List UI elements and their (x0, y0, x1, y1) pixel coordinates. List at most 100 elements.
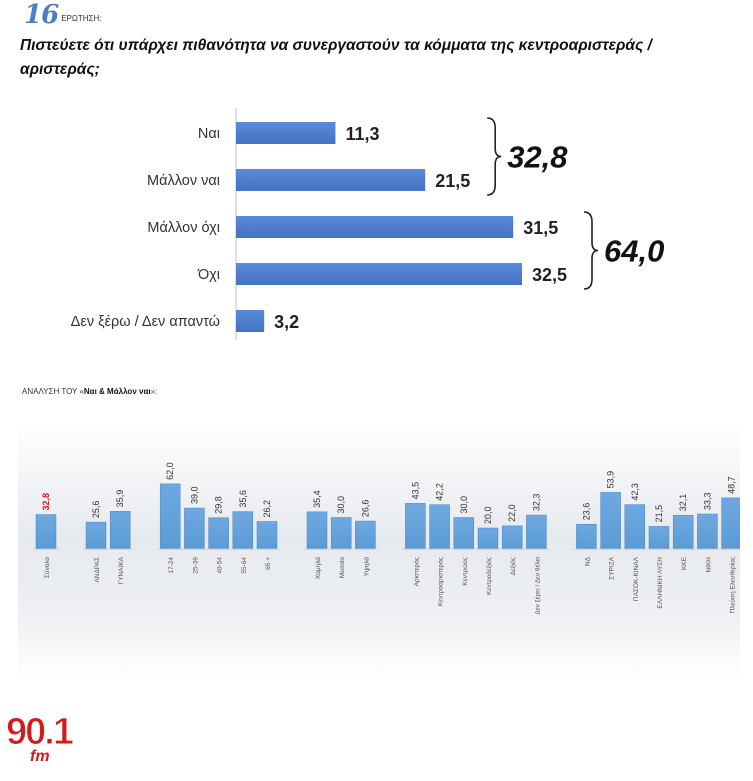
h-value-label: 3,2 (274, 312, 299, 332)
v-value-label: 30,0 (459, 496, 469, 514)
analysis-prefix: ΑΝΑΛΥΣΗ ΤΟΥ « (22, 387, 84, 396)
v-bar (453, 517, 475, 550)
v-category-label: 65 + (265, 557, 272, 570)
v-value-label: 32,3 (531, 494, 541, 512)
h-value-label: 32,5 (532, 265, 567, 285)
main-bar-chart: Ναι 11,3 Μάλλον ναι 21,5 Μάλλον όχι 31,5 Όχι 32… (71, 108, 664, 340)
v-bar (721, 497, 740, 550)
v-category-label: Κεντρώος (461, 557, 469, 586)
v-bar (672, 515, 694, 550)
v-value-label: 53,9 (606, 471, 616, 489)
v-category-label: Κεντροαριστερός (437, 557, 445, 606)
radio-logo: 90.1 fm (6, 711, 75, 772)
v-value-label: 29,8 (214, 496, 224, 514)
h-bar (236, 263, 522, 285)
v-value-label: 22,0 (507, 504, 517, 522)
v-value-label: 39,0 (189, 487, 199, 505)
v-bar (208, 517, 229, 550)
h-bar (236, 310, 265, 332)
v-category-label: ΓΥΝΑΙΚΑ (118, 556, 125, 584)
v-value-label: 30,0 (336, 496, 346, 514)
v-bar (697, 513, 718, 550)
v-bar (648, 526, 670, 550)
v-bar (159, 483, 181, 550)
v-category-label: Πλεύση Ελευθερίας (729, 557, 737, 613)
v-value-label: 32,1 (678, 494, 688, 512)
question-header: 16 ΕΡΩΤΗΣΗ: (24, 2, 101, 28)
h-value-label: 11,3 (345, 124, 379, 144)
h-bar (236, 169, 426, 191)
analysis-label: ΑΝΑΛΥΣΗ ΤΟΥ «Ναι & Μάλλον ναι»: (22, 387, 157, 396)
logo-fm-text: fm (30, 748, 50, 765)
group-total-label: 64,0 (604, 234, 664, 269)
group-brace (487, 117, 502, 196)
v-value-label: 25,6 (91, 501, 101, 519)
v-category-label: Αριστερός (412, 557, 420, 586)
v-value-label: 32,8 (41, 493, 51, 511)
h-category-label: Ναι (198, 126, 220, 142)
v-value-label: 62,0 (165, 462, 175, 480)
v-category-label: ΚΚΕ (681, 556, 688, 570)
v-bar (501, 525, 523, 550)
v-bar (232, 511, 254, 550)
v-bar (405, 503, 426, 550)
group-total-label: 32,8 (507, 140, 568, 175)
v-category-label: Δεξιός (509, 557, 517, 575)
v-bar (355, 520, 376, 550)
h-bar (236, 216, 514, 238)
analysis-bold: Ναι & Μάλλον ναι (83, 387, 151, 396)
v-category-label: ΣΥΡΙΖΑ (609, 556, 616, 579)
v-value-label: 48,7 (727, 476, 737, 494)
v-category-label: ΝΔ (584, 556, 591, 566)
v-value-label: 26,6 (360, 500, 370, 518)
v-value-label: 35,4 (312, 490, 322, 508)
v-category-label: Κεντροδεξιός (485, 557, 493, 595)
v-bar (477, 527, 499, 550)
h-value-label: 21,5 (435, 171, 470, 191)
group-brace (583, 211, 599, 290)
v-bar (624, 504, 646, 550)
v-value-label: 42,2 (435, 483, 445, 501)
h-category-label: Μάλλον ναι (147, 173, 220, 189)
v-category-label: ΝΙΚΗ (705, 557, 712, 573)
v-bar (256, 521, 278, 550)
v-value-label: 26,2 (262, 500, 272, 518)
v-value-label: 20,0 (483, 506, 493, 524)
v-category-label: Δεν ξέρει / Δεν θέλει (533, 556, 541, 614)
v-bar (85, 521, 107, 550)
h-value-label: 31,5 (523, 218, 558, 238)
question-text: Πιστεύετε ότι υπάρχει πιθανότητα να συνε… (20, 37, 652, 78)
analysis-suffix: »: (150, 387, 158, 396)
h-category-label: Όχι (197, 267, 220, 283)
h-category-label: Δεν ξέρω / Δεν απαντώ (71, 314, 220, 330)
v-bar (35, 514, 57, 550)
v-bar (576, 523, 597, 550)
v-bar (109, 511, 131, 550)
question-number: 16 (24, 0, 59, 30)
v-value-label: 42,3 (630, 483, 640, 501)
h-bar (236, 122, 336, 144)
v-value-label: 23,6 (581, 503, 591, 521)
v-category-label: Μεσαίο (338, 557, 346, 579)
v-category-label: 40-54 (217, 557, 224, 574)
v-category-label: 25-39 (192, 557, 199, 574)
v-bar (184, 507, 205, 550)
v-category-label: ΠΑΣΟΚ-ΚΙΝΑΛ (633, 556, 640, 601)
v-value-label: 33,3 (702, 493, 712, 511)
v-category-label: 55-64 (241, 557, 248, 574)
v-category-label: Υψηλό (362, 557, 370, 577)
v-value-label: 43,5 (410, 482, 420, 500)
v-bar (600, 492, 621, 550)
v-category-label: ΑΝΔΡΑΣ (94, 557, 101, 583)
v-category-label: Χαμηλό (314, 557, 322, 580)
breakdown-background (18, 422, 740, 680)
v-bar (429, 504, 450, 550)
breakdown-bar-chart: 32,8 Σύνολο 25,6 ΑΝΔΡΑΣ 35,9 ΓΥΝΑΙΚΑ 62,0 17-24… (18, 422, 740, 680)
v-value-label: 35,6 (238, 490, 248, 508)
question-keyword: ΕΡΩΤΗΣΗ: (61, 14, 102, 23)
v-bar (330, 517, 352, 550)
v-category-label: ΕΛΛΗΝΙΚΗ ΛΥΣΗ (657, 557, 664, 609)
v-category-label: 17-24 (168, 557, 175, 574)
logo-main-text: 90.1 (6, 711, 75, 753)
v-bar (526, 514, 547, 550)
